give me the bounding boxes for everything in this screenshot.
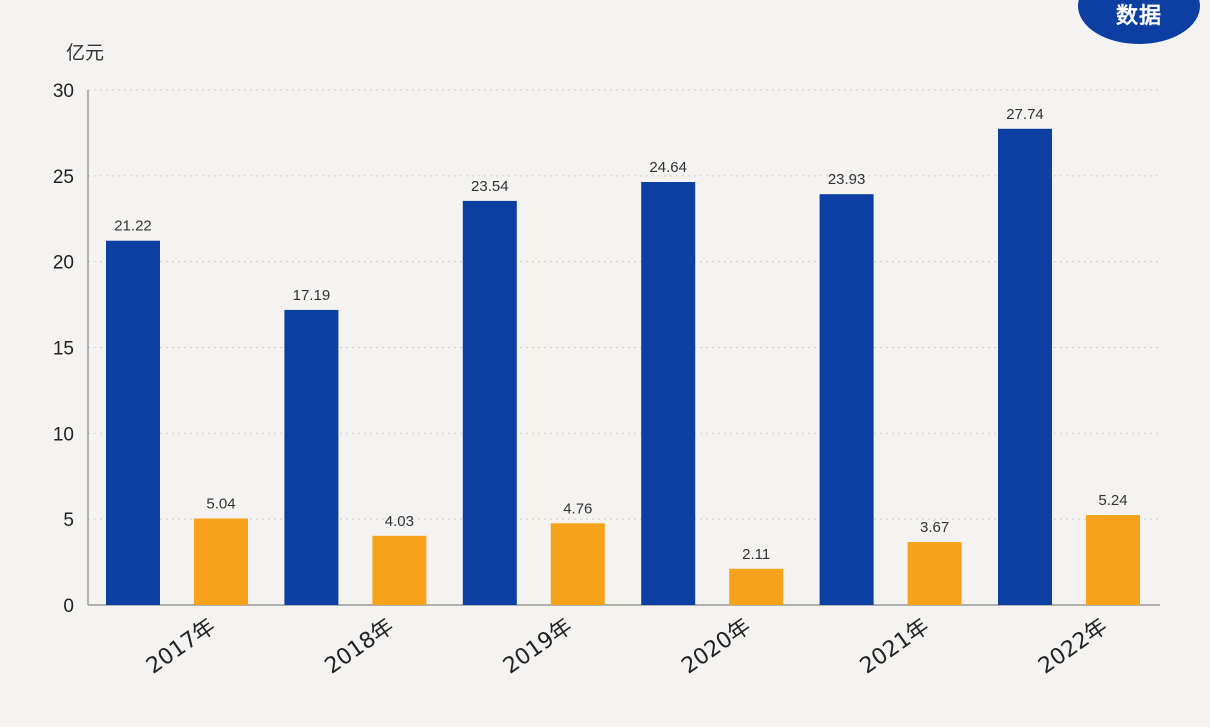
badge-text: 数据	[1115, 4, 1162, 29]
bar-series-1	[819, 194, 874, 605]
x-tick-label: 2021年	[856, 614, 934, 679]
x-tick-label: 2020年	[677, 614, 755, 679]
data-label: 24.64	[649, 159, 687, 176]
y-tick-label: 5	[63, 510, 74, 531]
bar-series-2	[1086, 515, 1140, 605]
y-tick-label: 10	[53, 424, 74, 445]
data-label: 5.24	[1098, 492, 1127, 509]
x-tick-label: 2017年	[142, 614, 220, 679]
x-tick-label: 2019年	[499, 614, 577, 679]
y-tick-label: 30	[53, 81, 74, 102]
data-label: 3.67	[920, 519, 949, 536]
data-label: 27.74	[1006, 106, 1044, 123]
data-label: 21.22	[114, 218, 152, 235]
bar-series-2	[372, 535, 427, 605]
data-label: 4.03	[385, 513, 414, 530]
data-label: 23.54	[471, 178, 509, 195]
y-tick-label: 25	[53, 167, 74, 188]
bar-series-1	[998, 128, 1052, 605]
y-tick-label: 20	[53, 253, 74, 274]
x-tick-label: 2022年	[1034, 614, 1112, 679]
bar-series-1	[641, 182, 696, 605]
bar-series-2	[729, 568, 784, 605]
data-label: 23.93	[828, 171, 866, 188]
y-tick-label: 0	[63, 596, 74, 617]
y-tick-label: 15	[53, 339, 74, 360]
bar-series-2	[550, 523, 605, 605]
bar-series-1	[462, 200, 517, 605]
data-label: 2.11	[742, 546, 770, 563]
bar-series-2	[907, 541, 962, 605]
bar-series-1	[106, 240, 160, 605]
bar-series-1	[284, 309, 339, 605]
y-axis-unit-label: 亿元	[66, 42, 105, 64]
data-label: 4.76	[563, 500, 592, 517]
data-label: 17.19	[293, 287, 331, 304]
data-label: 5.04	[206, 495, 235, 512]
bar-series-2	[194, 518, 248, 605]
x-tick-label: 2018年	[321, 614, 399, 679]
